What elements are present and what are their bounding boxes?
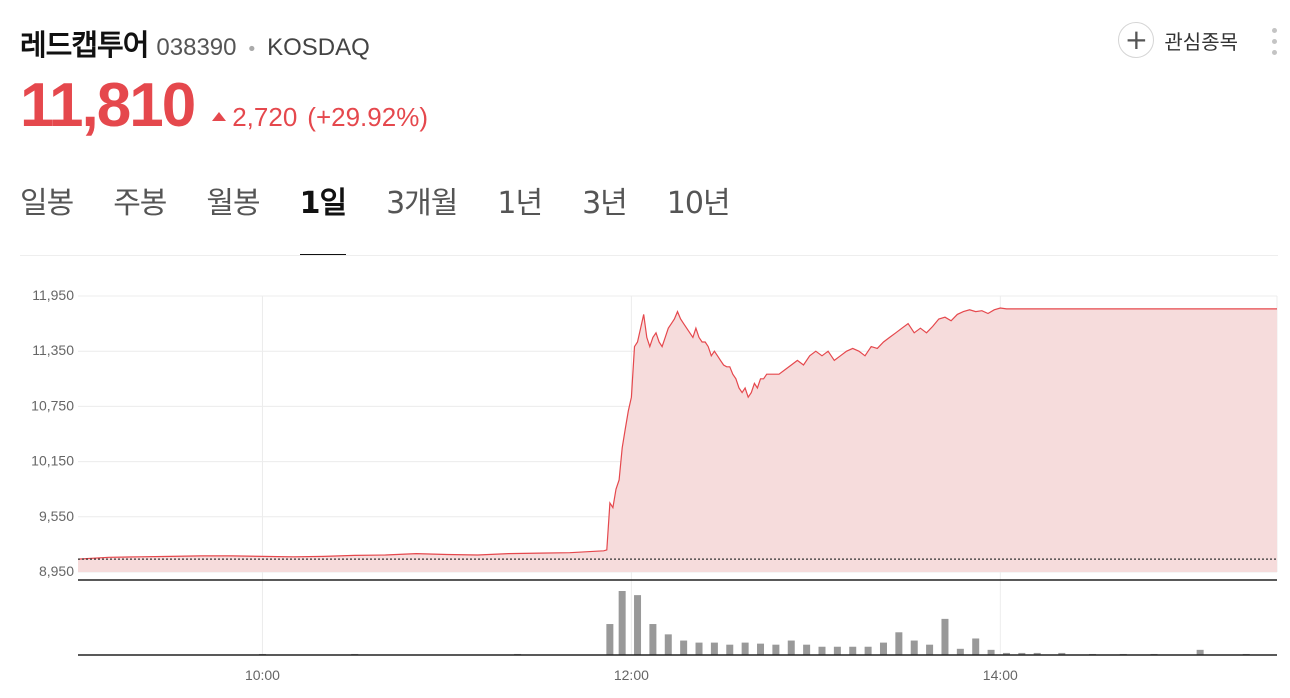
y-tick-label: 11,350 bbox=[32, 342, 74, 358]
volume-bar bbox=[818, 646, 826, 655]
volume-bar bbox=[787, 640, 795, 655]
stock-name: 레드캡투어 bbox=[20, 28, 149, 62]
tab-3years[interactable]: 3년 bbox=[582, 186, 628, 221]
volume-bar bbox=[741, 642, 749, 655]
tab-3months[interactable]: 3개월 bbox=[386, 186, 458, 221]
change-amount: 2,720 bbox=[232, 102, 298, 132]
price-row: 11,810 2,720 (+29.92%) bbox=[20, 70, 428, 141]
dot bbox=[1271, 50, 1277, 55]
tab-10years[interactable]: 10년 bbox=[666, 186, 731, 221]
plus-icon: + bbox=[1118, 22, 1155, 58]
y-tick-label: 9,550 bbox=[39, 508, 74, 524]
dot bbox=[1271, 28, 1277, 33]
volume-bar bbox=[849, 646, 857, 655]
volume-bar bbox=[956, 648, 964, 655]
current-price: 11,810 bbox=[20, 71, 196, 140]
volume-bar bbox=[833, 646, 841, 655]
dot bbox=[1271, 39, 1277, 44]
volume-bar bbox=[987, 649, 995, 655]
intraday-price-chart[interactable]: 11,950 11,350 10,750 10,150 9,550 8,950 10:00 1… bbox=[0, 260, 1290, 698]
volume-bar bbox=[680, 640, 688, 655]
period-tabs: 일봉 주봉 월봉 1일 3개월 1년 3년 10년 bbox=[20, 178, 770, 256]
volume-bar bbox=[634, 595, 642, 655]
add-watchlist-button[interactable]: + 관심종목 bbox=[1118, 22, 1238, 58]
tab-divider bbox=[20, 255, 1278, 256]
tab-1year[interactable]: 1년 bbox=[497, 186, 543, 221]
volume-bar bbox=[972, 638, 980, 655]
tab-weekly[interactable]: 주봉 bbox=[113, 186, 167, 221]
x-tick-label: 14:00 bbox=[983, 667, 1018, 683]
tab-1day[interactable]: 1일 bbox=[299, 178, 347, 256]
y-tick-label: 11,950 bbox=[32, 287, 74, 303]
separator-dot: • bbox=[246, 39, 258, 60]
volume-bar bbox=[710, 642, 718, 655]
volume-bar bbox=[1196, 649, 1204, 655]
stock-header: 레드캡투어 038390 • KOSDAQ bbox=[20, 22, 370, 62]
x-tick-label: 12:00 bbox=[614, 667, 649, 683]
stock-code: 038390 bbox=[156, 34, 237, 61]
x-tick-label: 10:00 bbox=[245, 667, 280, 683]
volume-bar bbox=[1058, 652, 1066, 655]
y-tick-label: 10,750 bbox=[31, 397, 74, 413]
y-tick-label: 10,150 bbox=[31, 453, 74, 469]
volume-bar bbox=[772, 644, 780, 655]
market-name: KOSDAQ bbox=[267, 34, 370, 61]
volume-bar bbox=[1033, 652, 1041, 655]
y-tick-label: 8,950 bbox=[39, 563, 74, 579]
tab-daily[interactable]: 일봉 bbox=[20, 186, 74, 221]
volume-bar bbox=[879, 642, 887, 655]
volume-bar bbox=[864, 646, 872, 655]
volume-bar bbox=[926, 644, 934, 655]
up-arrow-icon bbox=[212, 112, 227, 121]
volume-bar bbox=[803, 644, 811, 655]
volume-bar bbox=[1018, 652, 1026, 655]
watchlist-label: 관심종목 bbox=[1164, 29, 1238, 54]
volume-bar bbox=[664, 634, 672, 655]
tab-monthly[interactable]: 월봉 bbox=[206, 186, 260, 221]
price-line bbox=[77, 307, 1277, 560]
volume-bar bbox=[757, 643, 765, 655]
volume-bar bbox=[1002, 652, 1010, 655]
volume-bar bbox=[910, 640, 918, 655]
volume-bar bbox=[618, 591, 626, 655]
volume-bar bbox=[941, 618, 949, 655]
volume-bar bbox=[649, 624, 657, 655]
price-area bbox=[78, 308, 1277, 572]
volume-bar bbox=[895, 632, 903, 655]
more-vertical-icon[interactable] bbox=[1270, 28, 1278, 55]
change-percent: (+29.92%) bbox=[307, 102, 428, 132]
volume-bar bbox=[695, 642, 703, 655]
price-change: 2,720 (+29.92%) bbox=[212, 102, 428, 133]
volume-bar bbox=[606, 624, 614, 655]
volume-bar bbox=[726, 644, 734, 655]
